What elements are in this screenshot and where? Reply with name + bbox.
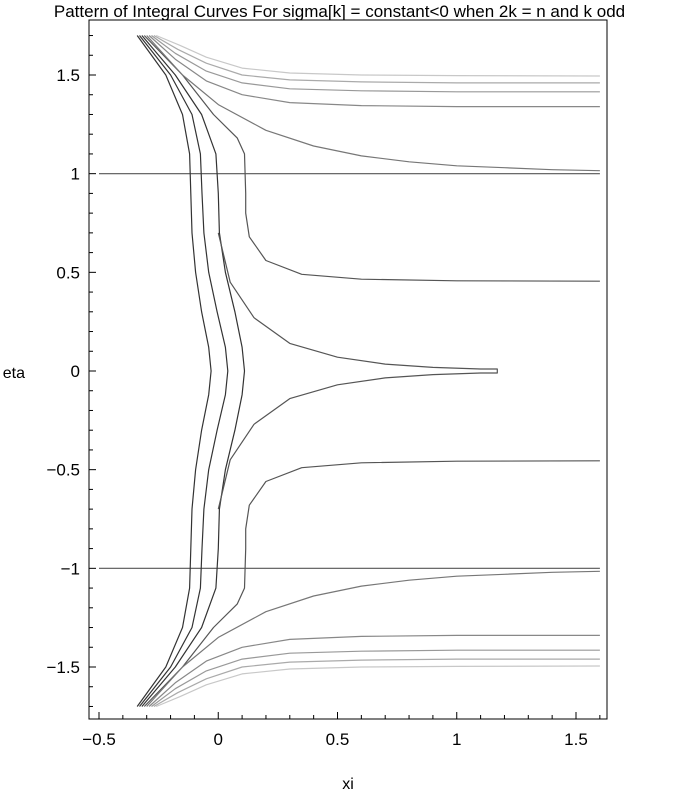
plot-frame [88,19,608,720]
integral-curve-18 [155,665,600,708]
integral-curve-5 [141,35,246,707]
x-axis: −0.5 0 0.5 1 1.5 [82,712,601,749]
x-tick-label: 0 [214,730,223,749]
y-tick-label: 1 [71,165,80,184]
x-tick-label: 0.5 [326,730,350,749]
integral-curve-16 [153,658,600,708]
integral-curve-6 [143,35,600,282]
y-tick-label: −1 [61,559,80,578]
y-axis: −1.5 −1 −0.5 0 0.5 1 1.5 [46,35,96,707]
chart-title: Pattern of Integral Curves For sigma[k] … [54,2,625,21]
integral-curve-7 [143,460,600,707]
x-tick-label: 1 [452,730,461,749]
integral-curve-15 [153,34,600,84]
x-axis-label: xi [342,776,354,791]
curves-layer [99,34,600,708]
y-tick-label: 0.5 [56,263,80,282]
integral-curve-8 [217,232,498,510]
integral-curve-17 [155,34,600,77]
integral-curve-3 [136,35,212,707]
integral-curve-9 [146,35,600,172]
y-tick-label: −1.5 [46,658,80,677]
integral-curve-10 [146,570,600,707]
integral-curve-13 [151,35,600,93]
integral-curve-11 [148,35,600,108]
y-tick-label: 1.5 [56,66,80,85]
y-tick-label: −0.5 [46,461,80,480]
integral-curve-12 [148,634,600,707]
y-tick-label: 0 [71,362,80,381]
y-axis-label: eta [3,365,25,382]
x-tick-label: 1.5 [564,730,588,749]
integral-curve-4 [139,35,229,707]
x-tick-label: −0.5 [82,730,116,749]
integral-curve-14 [151,649,600,707]
